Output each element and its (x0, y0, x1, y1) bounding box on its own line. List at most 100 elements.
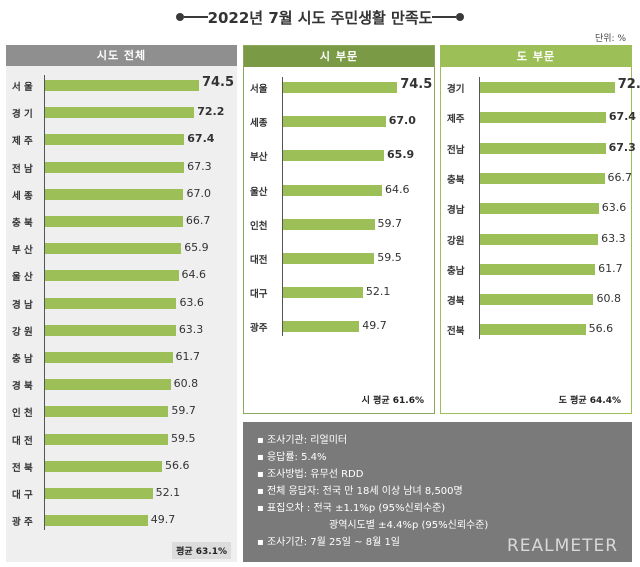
value-label: 67.4 (608, 110, 636, 124)
bar-row: 세종 67.0 (244, 113, 434, 131)
info-method: ▪ 조사방법: 유무선 RDD (257, 469, 364, 480)
value-label: 65.9 (387, 148, 415, 162)
bar (283, 82, 398, 93)
bar-row: 서 울 74.5 (6, 75, 237, 95)
value-label: 52.1 (155, 486, 181, 499)
category-label: 경기 (447, 84, 465, 95)
value-label: 74.5 (201, 75, 235, 90)
category-label: 충 남 (12, 354, 33, 365)
value-label: 67.3 (187, 159, 212, 173)
bar (45, 107, 195, 119)
bar (283, 253, 375, 264)
panel-all-title: 시도 전체 (6, 45, 237, 66)
value-label: 67.4 (187, 132, 215, 146)
category-label: 울산 (250, 186, 268, 198)
bar (283, 321, 360, 333)
bar-row: 충북 66.7 (441, 170, 632, 188)
value-label: 64.6 (181, 268, 207, 282)
value-label: 67.0 (388, 114, 416, 128)
bar-row: 경 북 60.8 (6, 376, 237, 394)
value-label: 56.6 (164, 458, 190, 472)
bar-row: 경 남 63.6 (6, 295, 237, 313)
category-label: 대전 (250, 255, 268, 266)
bar-row: 충 북 66.7 (6, 213, 237, 231)
bar-row: 강원 63.3 (441, 231, 631, 249)
info-margin-regional: 광역시도별 ±4.4%p (95%신뢰수준) (329, 520, 489, 531)
bar-row: 서울 74.5 (244, 77, 434, 97)
category-label: 충 북 (12, 218, 33, 229)
value-label: 72.2 (197, 105, 225, 119)
bar-row: 광 주 49.7 (6, 512, 237, 530)
info-period: ▪ 조사기간: 7월 25일 ~ 8월 1일 (257, 537, 401, 548)
title-bar: 2022년 7월 시도 주민생활 만족도 (0, 6, 640, 28)
bar-row: 강 원 63.3 (6, 322, 237, 340)
value-label: 74.5 (400, 77, 433, 92)
bar (45, 352, 173, 363)
bar (45, 243, 182, 255)
category-label: 광 주 (12, 517, 33, 529)
bar-row: 대전 59.5 (244, 250, 434, 268)
bar-row: 부산 65.9 (244, 147, 434, 165)
bar-row: 충남 61.7 (441, 261, 631, 279)
category-label: 부 산 (12, 245, 33, 257)
panel-province-title: 도 부문 (441, 46, 631, 67)
bar (45, 515, 148, 527)
bar-row: 경북 60.8 (441, 291, 631, 309)
category-axis (44, 75, 45, 531)
info-response-rate: ▪ 응답률: 5.4% (257, 452, 327, 463)
bar (45, 406, 169, 418)
bar-row: 경기 72.2 (441, 77, 640, 97)
category-label: 부산 (250, 152, 268, 164)
bar (45, 188, 184, 200)
value-label: 56.6 (588, 322, 614, 336)
bar-row: 인천 59.7 (244, 216, 434, 234)
category-label: 인 천 (12, 408, 33, 420)
value-label: 65.9 (184, 241, 209, 255)
value-label: 49.7 (150, 513, 176, 527)
category-label: 전남 (447, 144, 465, 156)
category-label: 경북 (447, 296, 465, 308)
bar-row: 전 북 56.6 (6, 458, 237, 476)
category-label: 충북 (447, 174, 465, 186)
value-label: 63.3 (178, 322, 204, 336)
value-label: 64.6 (385, 182, 410, 196)
bar (480, 112, 606, 124)
value-label: 59.5 (170, 431, 196, 445)
title-rule-right (432, 16, 456, 18)
bar-row: 전남 67.3 (441, 140, 636, 158)
survey-info-box: ▪ 조사기관: 리얼미터 ▪ 응답률: 5.4% ▪ 조사방법: 유무선 RDD… (243, 422, 632, 562)
bar-row: 대 전 59.5 (6, 431, 237, 449)
category-label: 강원 (447, 235, 465, 247)
value-label: 60.8 (596, 292, 621, 306)
value-label: 63.6 (601, 201, 627, 215)
bar (283, 116, 386, 128)
info-agency: ▪ 조사기관: 리얼미터 (257, 435, 348, 446)
bar (480, 233, 599, 245)
value-label: 52.1 (365, 285, 391, 299)
category-label: 전북 (447, 326, 465, 338)
unit-label: 단위: % (594, 34, 626, 44)
category-label: 세종 (250, 118, 268, 130)
bar-row: 대 구 52.1 (6, 485, 237, 503)
value-label: 59.7 (377, 216, 403, 230)
bar (480, 172, 605, 184)
category-label: 울 산 (12, 272, 33, 284)
title-rule-left (184, 16, 208, 18)
value-label: 72.2 (617, 77, 640, 92)
value-label: 60.8 (173, 377, 199, 391)
category-label: 제 주 (12, 136, 33, 148)
category-label: 서 울 (12, 82, 33, 93)
bar (45, 460, 162, 472)
category-label: 서울 (250, 84, 268, 95)
info-margin-national: ▪ 표집오차 : 전국 ±1.1%p (95%신뢰수준) (257, 503, 446, 514)
category-label: 충남 (447, 265, 465, 277)
category-label: 경 기 (12, 109, 33, 121)
bar (480, 263, 596, 275)
category-label: 인천 (250, 220, 268, 232)
bar (283, 150, 385, 162)
bar-row: 제 주 67.4 (6, 131, 237, 149)
value-label: 49.7 (362, 319, 387, 333)
chart-title: 2022년 7월 시도 주민생활 만족도 (207, 9, 433, 27)
panel-all: 시도 전체 서 울 74.5 경 기 72.2 제 주 67.4 전 남 67.3 세 종 67.… (6, 45, 237, 562)
category-label: 제주 (447, 114, 465, 126)
